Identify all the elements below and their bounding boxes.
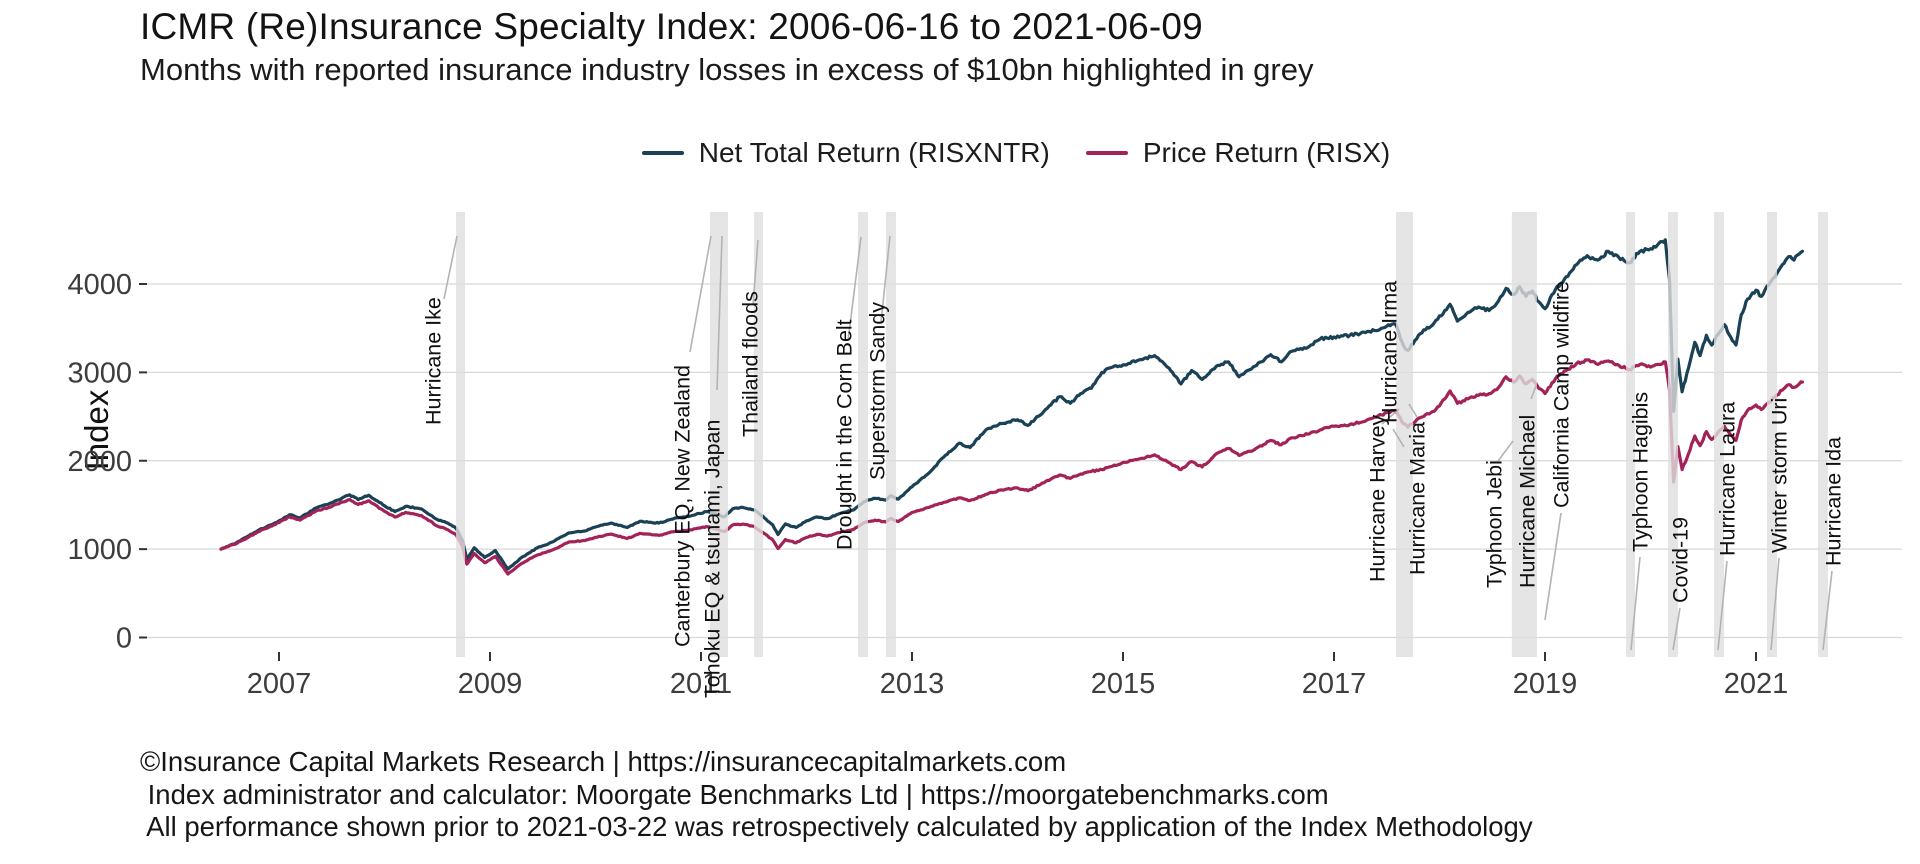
x-tick-label: 2021 bbox=[1724, 668, 1789, 700]
x-tick-label: 2007 bbox=[247, 668, 312, 700]
event-band bbox=[709, 212, 729, 657]
event-leader-line bbox=[1392, 428, 1405, 448]
footer-line-copyright: ©Insurance Capital Markets Research | ht… bbox=[140, 746, 1067, 777]
event-label: Covid-19 bbox=[1669, 517, 1693, 603]
legend-swatch-risxntr-icon bbox=[641, 151, 684, 155]
footer: ©Insurance Capital Markets Research | ht… bbox=[140, 746, 1533, 844]
y-tick-label: 3000 bbox=[67, 357, 132, 389]
event-leader-line bbox=[1717, 560, 1728, 651]
event-leader-line bbox=[752, 239, 759, 306]
page-title: ICMR (Re)Insurance Specialty Index: 2006… bbox=[140, 6, 1203, 47]
event-leader-line bbox=[1544, 512, 1562, 621]
event-band bbox=[1396, 212, 1414, 657]
event-band bbox=[1766, 212, 1777, 657]
legend-item-net-total-return: Net Total Return (RISXNTR) bbox=[641, 137, 1050, 169]
footer-line-methodology: All performance shown prior to 2021-03-2… bbox=[140, 811, 1533, 842]
event-label: Superstorm Sandy bbox=[866, 302, 890, 480]
event-label: Hurricane Irma bbox=[1378, 281, 1402, 423]
x-tick-label: 2013 bbox=[880, 668, 945, 700]
event-label: Hurricane Laura bbox=[1716, 402, 1740, 556]
x-tick-label: 2011 bbox=[670, 668, 732, 700]
event-band bbox=[1714, 212, 1725, 657]
x-tick-label: 2019 bbox=[1513, 668, 1578, 700]
event-leaders bbox=[443, 235, 1833, 651]
event-label: Winter storm Uri bbox=[1768, 398, 1792, 553]
event-leader-line bbox=[1530, 385, 1537, 400]
event-bands bbox=[456, 212, 1828, 657]
event-leader-line bbox=[1672, 607, 1681, 651]
event-leader-line bbox=[716, 235, 723, 391]
event-leader-line bbox=[1822, 570, 1833, 651]
event-label: Tohoku EQ & tsunami, Japan bbox=[701, 420, 725, 698]
event-label: Hurricane Maria bbox=[1406, 422, 1430, 575]
event-leader-line bbox=[1630, 556, 1641, 651]
event-label: Drought in the Corn Belt bbox=[833, 319, 857, 550]
event-leader-line bbox=[1381, 408, 1400, 425]
event-label: Hurricane Harvey bbox=[1366, 414, 1390, 582]
event-leader-line bbox=[689, 235, 712, 353]
event-label: Typhoon Jebi bbox=[1483, 460, 1507, 588]
event-label: Typhoon Hagibis bbox=[1629, 392, 1653, 552]
legend-label-risx: Price Return (RISX) bbox=[1142, 137, 1391, 168]
series-line-risx bbox=[219, 358, 1804, 576]
event-leader-line bbox=[1770, 557, 1780, 651]
y-axis: 0 1000 2000 3000 4000 bbox=[67, 269, 147, 655]
legend-swatch-risx-icon bbox=[1085, 151, 1128, 155]
event-leader-line bbox=[443, 235, 458, 300]
event-band bbox=[1626, 212, 1635, 657]
event-label: California Camp wildfire bbox=[1550, 281, 1574, 508]
event-band bbox=[456, 212, 465, 657]
event-leader-line bbox=[1408, 403, 1418, 418]
x-axis: 2007 2009 2011 2013 2015 2017 2019 2021 bbox=[247, 652, 1789, 700]
legend: Net Total Return (RISXNTR) Price Return … bbox=[147, 136, 1885, 170]
y-tick-label: 1000 bbox=[67, 534, 132, 566]
series-line-risxntr bbox=[219, 238, 1804, 571]
event-label: Hurricane Michael bbox=[1516, 415, 1540, 588]
event-label: Thailand floods bbox=[739, 291, 763, 437]
gridlines bbox=[147, 283, 1902, 639]
y-tick-label: 2000 bbox=[67, 446, 132, 478]
legend-label-risxntr: Net Total Return (RISXNTR) bbox=[698, 137, 1050, 168]
event-band bbox=[885, 212, 896, 657]
event-band bbox=[1817, 212, 1828, 657]
event-leader-line bbox=[1497, 440, 1514, 462]
event-band bbox=[753, 212, 763, 657]
y-tick-label: 4000 bbox=[67, 269, 132, 301]
y-tick-label: 0 bbox=[116, 623, 132, 655]
legend-item-price-return: Price Return (RISX) bbox=[1085, 137, 1391, 169]
event-band bbox=[857, 212, 869, 657]
event-label: Canterbury EQ, New Zealand bbox=[671, 365, 695, 647]
event-label: Hurricane Ike bbox=[422, 297, 446, 425]
event-leader-line bbox=[880, 235, 891, 323]
event-band bbox=[1668, 212, 1679, 657]
x-tick-label: 2017 bbox=[1302, 668, 1367, 700]
event-band bbox=[1511, 212, 1537, 657]
event-label: Hurricane Ida bbox=[1822, 437, 1846, 566]
page-subtitle: Months with reported insurance industry … bbox=[140, 52, 1314, 87]
event-leader-line bbox=[847, 236, 862, 342]
footer-line-administrator: Index administrator and calculator: Moor… bbox=[140, 778, 1329, 810]
x-tick-label: 2009 bbox=[458, 668, 523, 700]
x-tick-label: 2015 bbox=[1091, 668, 1156, 700]
